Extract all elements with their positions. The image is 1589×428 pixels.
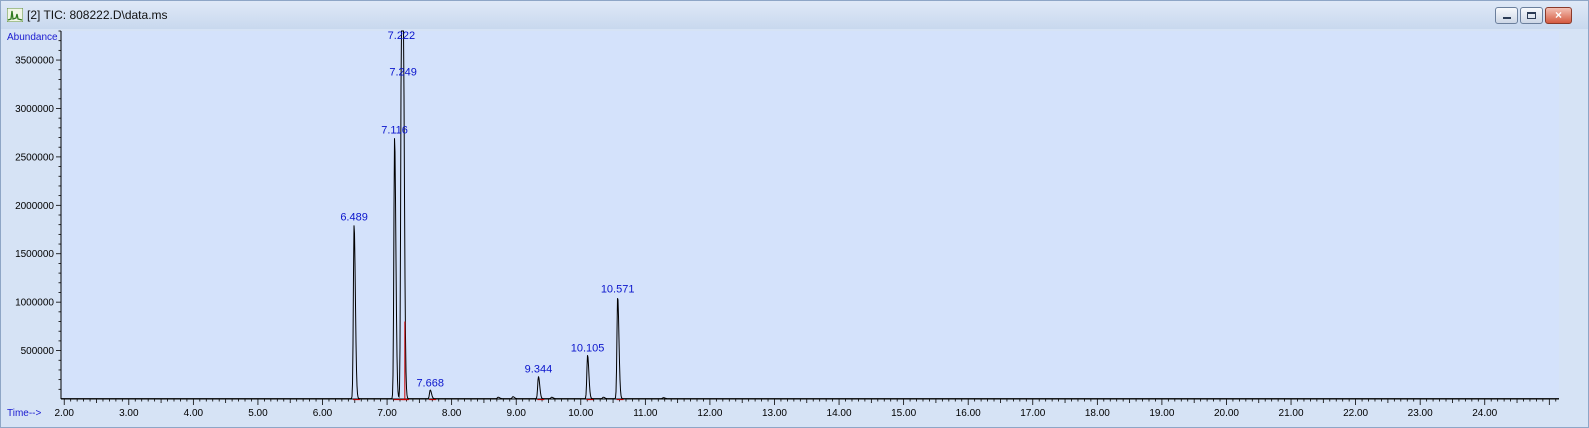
x-tick-label: 17.00 [1020,408,1045,419]
chromatogram-chart[interactable]: 2.00 3.00 4.00 5.00 6.00 7.00 8.00 9.00 10.00 11.… [1,29,1588,427]
tic-trace [61,30,1559,400]
y-tick-label: 3500000 [15,56,54,67]
peak-label: 7.222 [388,30,416,42]
x-tick-label: 24.00 [1472,408,1497,419]
peak-label: 6.489 [340,212,368,224]
x-tick-label: 20.00 [1214,408,1239,419]
minimize-icon [1503,17,1511,19]
x-tick-label: 12.00 [697,408,722,419]
maximize-icon [1527,12,1536,19]
peak-labels: 6.489 7.116 7.222 7.249 7.668 9.344 10.105 10.5… [340,30,634,389]
peak-label: 7.249 [389,66,417,78]
x-tick-label: 6.00 [313,408,333,419]
x-tick-label: 21.00 [1279,408,1304,419]
y-tick-label: 1000000 [15,298,54,309]
x-tick-label: 19.00 [1149,408,1174,419]
peak-label: 7.116 [381,125,408,137]
peak-label: 10.105 [571,342,605,354]
x-tick-label: 9.00 [506,408,526,419]
y-tick-label: 2500000 [15,152,54,163]
minimize-button[interactable] [1495,7,1518,24]
x-tick-label: 3.00 [119,408,139,419]
peak-label: 10.571 [601,283,635,295]
plot-area [61,31,1559,399]
close-icon: × [1554,8,1562,22]
close-button[interactable]: × [1545,7,1572,24]
traces [61,30,1559,401]
x-axis-label: Time--> [7,408,42,419]
x-tick-label: 2.00 [54,408,74,419]
maximize-button[interactable] [1520,7,1543,24]
peak-label: 9.344 [525,364,553,376]
x-tick-label: 14.00 [827,408,852,419]
x-tick-label: 16.00 [956,408,981,419]
x-tick-label: 13.00 [762,408,787,419]
x-tick-label: 11.00 [633,408,658,419]
x-tick-label: 4.00 [184,408,204,419]
x-tick-label: 18.00 [1085,408,1110,419]
x-tick-label: 22.00 [1343,408,1368,419]
x-tick-label: 23.00 [1408,408,1433,419]
chromatogram-app-icon [7,8,23,22]
y-tick-label: 3000000 [15,104,54,115]
y-tick-label: 2000000 [15,201,54,212]
x-tick-label: 7.00 [377,408,397,419]
peak-label: 7.668 [416,377,444,389]
x-tick-label: 5.00 [248,408,268,419]
x-tick-label: 10.00 [568,408,593,419]
y-tick-label: 1500000 [15,249,54,260]
x-tick-label: 15.00 [891,408,916,419]
y-tick-label: 500000 [21,346,55,357]
title-bar[interactable]: [2] TIC: 808222.D\data.ms × [1,1,1588,29]
window-title: [2] TIC: 808222.D\data.ms [27,8,168,22]
x-tick-label: 8.00 [442,408,462,419]
y-axis-label: Abundance [7,32,58,43]
